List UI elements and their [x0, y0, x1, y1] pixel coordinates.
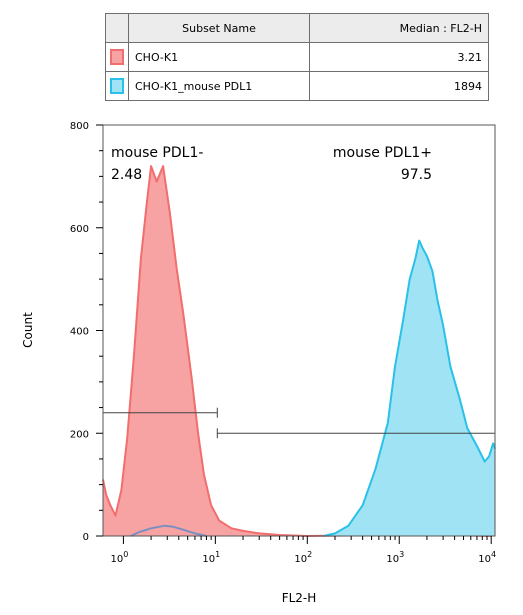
x-tick-label: 100 — [110, 550, 128, 565]
x-axis: 100 101 102 103 104 — [110, 536, 496, 565]
y-axis: 0 200 400 600 800 — [70, 121, 103, 543]
series-line-2 — [130, 524, 207, 537]
legend-swatch-cho-k1 — [110, 49, 124, 65]
y-tick-label: 200 — [70, 429, 89, 440]
legend-row[interactable]: CHO-K1 3.21 — [105, 42, 489, 72]
y-tick-label: 600 — [70, 224, 89, 235]
x-tick-label: 104 — [478, 550, 496, 565]
x-axis-title: FL2-H — [282, 591, 317, 605]
x-tick-label: 102 — [294, 550, 312, 565]
legend-row-name: CHO-K1_mouse PDL1 — [128, 71, 310, 101]
y-tick-label: 0 — [83, 532, 89, 543]
series-area-1 — [323, 240, 495, 536]
gate-label-pos: mouse PDL1+ — [333, 145, 432, 161]
legend-row-median: 3.21 — [309, 42, 489, 72]
legend-row[interactable]: CHO-K1_mouse PDL1 1894 — [105, 71, 489, 101]
legend-header-median: Median : FL2-H — [309, 13, 489, 43]
y-tick-label: 800 — [70, 121, 89, 132]
y-tick-label: 400 — [70, 327, 89, 338]
series-line-1 — [323, 239, 496, 537]
series-layer — [102, 165, 496, 537]
subset-legend-table: Subset Name Median : FL2-H CHO-K1 3.21 C… — [105, 13, 489, 101]
legend-header-row: Subset Name Median : FL2-H — [105, 13, 489, 43]
legend-row-median: 1894 — [309, 71, 489, 101]
gate-label-neg: mouse PDL1- — [111, 145, 203, 161]
legend-swatch-cho-k1-mouse-pdl1 — [110, 78, 124, 94]
gate-layer: mouse PDL1- 2.48 mouse PDL1+ 97.5 — [102, 145, 496, 439]
gate-value-pos: 97.5 — [401, 167, 432, 183]
gate-value-neg: 2.48 — [111, 167, 142, 183]
x-tick-label: 101 — [202, 550, 220, 565]
series-line-0 — [102, 165, 492, 537]
series-area-0 — [103, 166, 492, 536]
legend-header-subset-name: Subset Name — [128, 13, 310, 43]
x-tick-label: 103 — [386, 550, 404, 565]
y-axis-title: Count — [21, 312, 35, 348]
